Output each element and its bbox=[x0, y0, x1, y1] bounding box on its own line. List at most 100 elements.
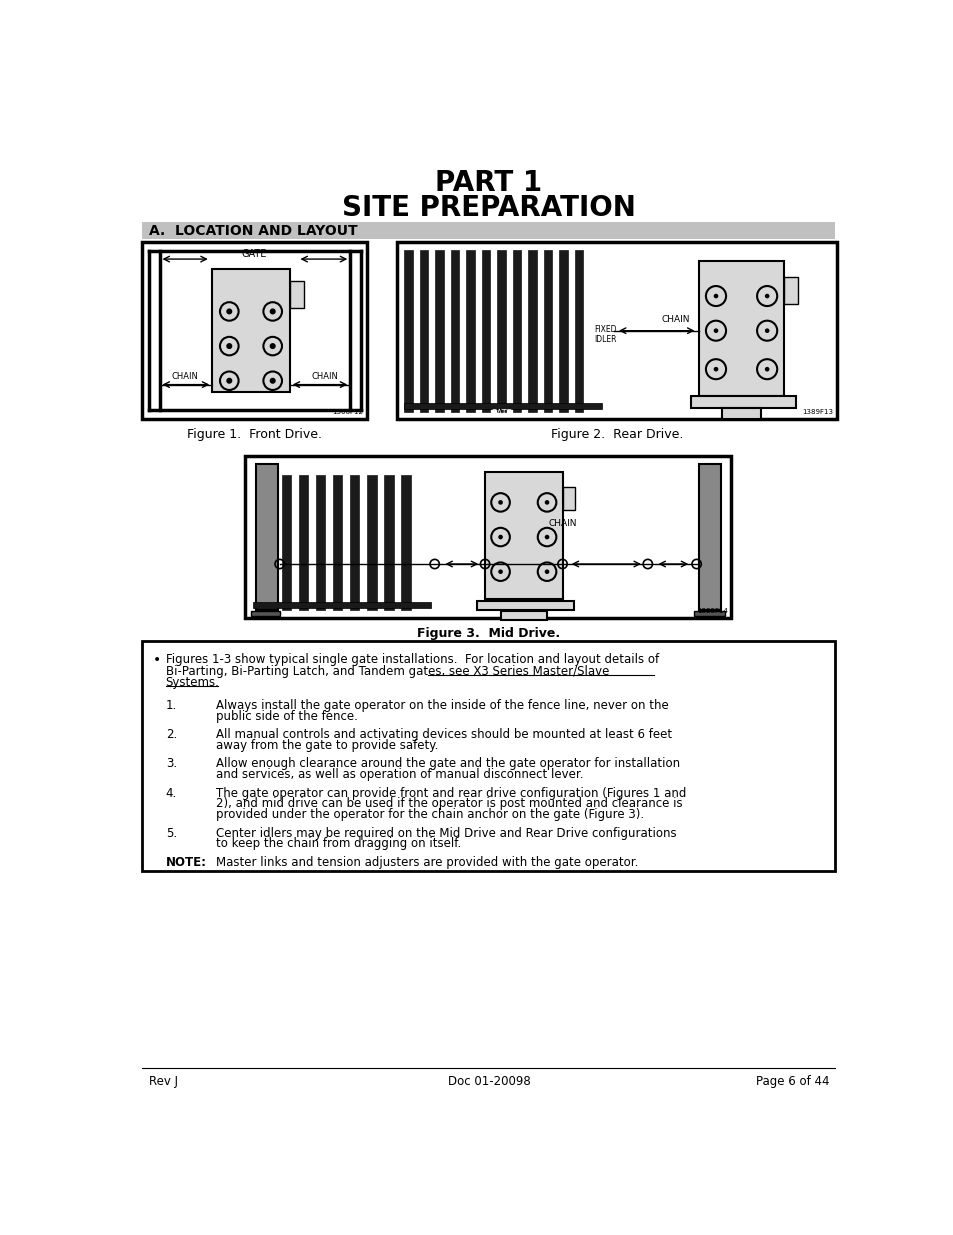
Circle shape bbox=[270, 309, 274, 314]
Circle shape bbox=[227, 343, 232, 348]
Bar bbox=[253, 601, 431, 608]
Text: SITE PREPARATION: SITE PREPARATION bbox=[341, 194, 636, 222]
Bar bbox=[142, 641, 835, 871]
Text: FIXED
IDLER: FIXED IDLER bbox=[594, 325, 617, 345]
Text: CHAIN: CHAIN bbox=[172, 373, 198, 382]
Bar bbox=[783, 277, 798, 304]
Bar bbox=[282, 475, 291, 610]
Text: The gate operator can provide front and rear drive configuration (Figures 1 and: The gate operator can provide front and … bbox=[216, 787, 686, 799]
Bar bbox=[245, 456, 731, 618]
Text: 1389F13: 1389F13 bbox=[801, 409, 832, 415]
Bar bbox=[396, 242, 836, 419]
Bar bbox=[476, 601, 574, 610]
Circle shape bbox=[497, 535, 502, 540]
Text: 1.: 1. bbox=[166, 699, 177, 711]
Circle shape bbox=[544, 500, 549, 505]
Circle shape bbox=[713, 294, 718, 299]
Bar bbox=[466, 249, 475, 411]
Bar bbox=[333, 475, 342, 610]
Circle shape bbox=[713, 329, 718, 333]
Text: 1366F12: 1366F12 bbox=[333, 409, 363, 415]
Text: Figure 1.  Front Drive.: Figure 1. Front Drive. bbox=[187, 429, 322, 441]
Bar bbox=[699, 262, 783, 396]
Bar bbox=[251, 611, 280, 615]
Circle shape bbox=[227, 378, 232, 383]
Bar bbox=[401, 475, 410, 610]
Circle shape bbox=[270, 378, 274, 383]
Text: Rev J: Rev J bbox=[149, 1074, 177, 1088]
Bar bbox=[500, 611, 546, 620]
Bar bbox=[575, 249, 583, 411]
Bar bbox=[562, 487, 575, 510]
Text: •: • bbox=[153, 653, 161, 667]
Text: Master links and tension adjusters are provided with the gate operator.: Master links and tension adjusters are p… bbox=[216, 856, 638, 869]
Text: PART 1: PART 1 bbox=[435, 169, 542, 196]
Bar bbox=[694, 611, 724, 615]
Bar bbox=[558, 249, 567, 411]
Text: to keep the chain from dragging on itself.: to keep the chain from dragging on itsel… bbox=[216, 837, 461, 851]
Text: Systems.: Systems. bbox=[166, 677, 219, 689]
Circle shape bbox=[270, 343, 274, 348]
Circle shape bbox=[764, 329, 769, 333]
Text: 2.: 2. bbox=[166, 727, 177, 741]
Text: 4.: 4. bbox=[166, 787, 177, 799]
Text: Doc 01-20098: Doc 01-20098 bbox=[447, 1074, 530, 1088]
Bar bbox=[298, 475, 308, 610]
Bar bbox=[484, 472, 562, 599]
Bar bbox=[350, 475, 359, 610]
Circle shape bbox=[713, 367, 718, 372]
Text: CHAIN: CHAIN bbox=[660, 315, 689, 324]
Text: Figures 1-3 show typical single gate installations.  For location and layout det: Figures 1-3 show typical single gate ins… bbox=[166, 653, 659, 667]
Bar bbox=[142, 222, 835, 240]
Text: Center idlers may be required on the Mid Drive and Rear Drive configurations: Center idlers may be required on the Mid… bbox=[216, 826, 676, 840]
Circle shape bbox=[227, 309, 232, 314]
Bar bbox=[384, 475, 394, 610]
Text: away from the gate to provide safety.: away from the gate to provide safety. bbox=[216, 739, 438, 752]
Bar bbox=[367, 475, 376, 610]
Text: Figure 2.  Rear Drive.: Figure 2. Rear Drive. bbox=[550, 429, 682, 441]
Bar bbox=[497, 249, 505, 411]
Text: Bi-Parting, Bi-Parting Latch, and Tandem gates, see X3 Series Master/Slave: Bi-Parting, Bi-Parting Latch, and Tandem… bbox=[166, 664, 608, 678]
Bar bbox=[435, 249, 443, 411]
Bar bbox=[404, 403, 601, 409]
Bar bbox=[528, 249, 537, 411]
Text: NOTE:: NOTE: bbox=[166, 856, 207, 869]
Bar bbox=[543, 249, 552, 411]
Text: Figure 3.  Mid Drive.: Figure 3. Mid Drive. bbox=[416, 627, 559, 640]
Bar bbox=[419, 249, 428, 411]
Text: CHAIN: CHAIN bbox=[548, 520, 577, 529]
Bar bbox=[481, 249, 490, 411]
Bar bbox=[404, 249, 413, 411]
Circle shape bbox=[544, 569, 549, 574]
Text: Page 6 of 44: Page 6 of 44 bbox=[755, 1074, 828, 1088]
Text: 1389F14: 1389F14 bbox=[696, 608, 727, 614]
Bar bbox=[212, 269, 290, 393]
Text: public side of the fence.: public side of the fence. bbox=[216, 710, 357, 722]
Circle shape bbox=[497, 500, 502, 505]
Bar bbox=[290, 280, 303, 308]
Bar bbox=[142, 242, 367, 419]
Text: Always install the gate operator on the inside of the fence line, never on the: Always install the gate operator on the … bbox=[216, 699, 668, 711]
Bar bbox=[315, 475, 325, 610]
Text: 3.: 3. bbox=[166, 757, 176, 771]
Text: A.  LOCATION AND LAYOUT: A. LOCATION AND LAYOUT bbox=[149, 224, 357, 237]
Text: and services, as well as operation of manual disconnect lever.: and services, as well as operation of ma… bbox=[216, 768, 583, 781]
Circle shape bbox=[497, 569, 502, 574]
Bar bbox=[256, 464, 278, 610]
Text: provided under the operator for the chain anchor on the gate (Figure 3).: provided under the operator for the chai… bbox=[216, 808, 643, 821]
Text: CHAIN: CHAIN bbox=[311, 373, 337, 382]
Text: GATE: GATE bbox=[241, 249, 267, 259]
Circle shape bbox=[764, 367, 769, 372]
Text: Allow enough clearance around the gate and the gate operator for installation: Allow enough clearance around the gate a… bbox=[216, 757, 679, 771]
Text: 5.: 5. bbox=[166, 826, 176, 840]
Circle shape bbox=[764, 294, 769, 299]
Bar bbox=[721, 408, 760, 419]
Text: All manual controls and activating devices should be mounted at least 6 feet: All manual controls and activating devic… bbox=[216, 727, 672, 741]
Bar bbox=[699, 464, 720, 610]
Bar bbox=[691, 396, 795, 408]
Bar bbox=[451, 249, 459, 411]
Circle shape bbox=[544, 535, 549, 540]
Text: GATE: GATE bbox=[490, 409, 512, 417]
Bar bbox=[513, 249, 521, 411]
Text: 2), and mid drive can be used if the operator is post mounted and clearance is: 2), and mid drive can be used if the ope… bbox=[216, 798, 682, 810]
